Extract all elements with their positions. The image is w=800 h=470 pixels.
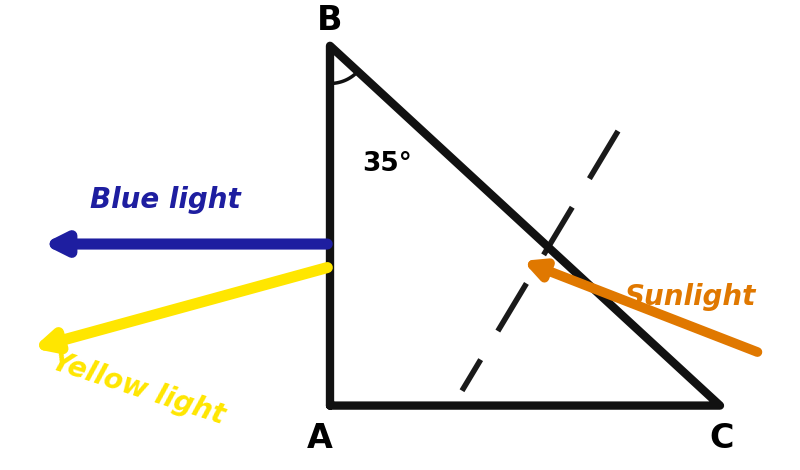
Text: C: C: [710, 422, 734, 455]
Text: 35°: 35°: [362, 151, 412, 177]
Text: B: B: [318, 4, 342, 37]
Text: Yellow light: Yellow light: [48, 347, 228, 430]
Text: Blue light: Blue light: [90, 187, 240, 214]
Text: Sunlight: Sunlight: [624, 282, 756, 311]
Text: A: A: [307, 422, 333, 455]
